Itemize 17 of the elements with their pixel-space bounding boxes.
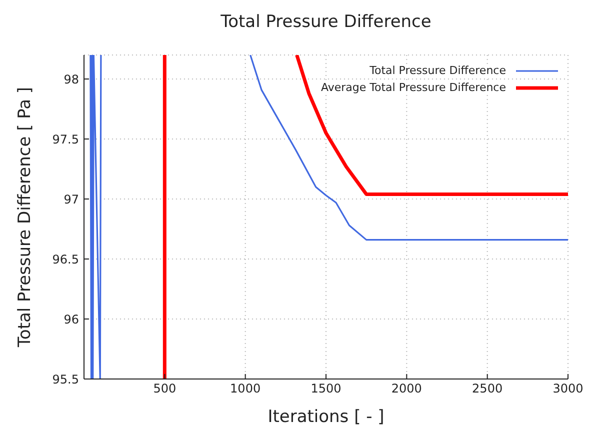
x-tick-label: 1500 bbox=[310, 382, 342, 396]
y-tick-label: 97 bbox=[64, 192, 79, 206]
legend-label: Average Total Pressure Difference bbox=[318, 81, 508, 94]
y-tick-label: 98 bbox=[64, 72, 79, 86]
y-axis-title: Total Pressure Difference [ Pa ] bbox=[15, 86, 36, 348]
x-tick-label: 3000 bbox=[552, 382, 584, 396]
y-tick-label: 97.5 bbox=[52, 132, 79, 146]
chart-title: Total Pressure Difference bbox=[220, 12, 432, 32]
legend-label: Total Pressure Difference bbox=[368, 64, 508, 77]
x-tick-label: 2000 bbox=[391, 382, 422, 396]
x-tick-label: 1000 bbox=[230, 382, 261, 396]
y-tick-label: 95.5 bbox=[52, 372, 79, 386]
x-tick-label: 2500 bbox=[472, 382, 503, 396]
y-tick-label: 96.5 bbox=[52, 252, 79, 266]
x-tick-label: 500 bbox=[153, 382, 176, 396]
y-tick-label: 96 bbox=[64, 312, 79, 326]
x-axis-title: Iterations [ - ] bbox=[268, 407, 384, 427]
